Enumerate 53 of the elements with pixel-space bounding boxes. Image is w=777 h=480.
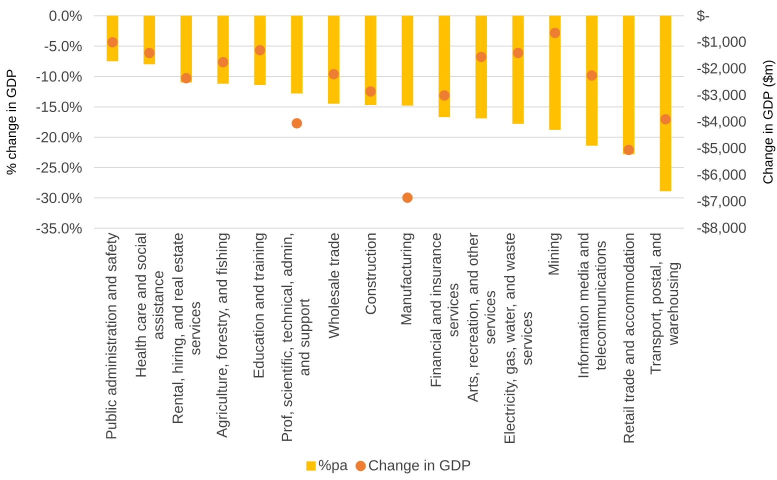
point bbox=[439, 90, 450, 101]
point bbox=[550, 28, 560, 38]
y-tick-label: 0.0% bbox=[49, 10, 82, 21]
legend-label: %pa bbox=[318, 460, 348, 474]
y2-tick-label: -$5,000 bbox=[697, 142, 746, 155]
x-tick-label: Public administration and safety bbox=[106, 232, 120, 438]
x-tick-label: Rental, hiring, and real estate services bbox=[172, 233, 200, 423]
y2-tick-label: $- bbox=[696, 10, 710, 22]
x-tick-label: Health care and social assistance bbox=[135, 234, 164, 376]
y-axis-title: % change in GDP bbox=[6, 70, 19, 175]
y-tick-label: -25.0% bbox=[36, 162, 82, 173]
y2-tick-label: -$6,000 bbox=[697, 168, 746, 182]
y2-tick-label: -$1,000 bbox=[697, 36, 746, 49]
y-tick-label: -20.0% bbox=[36, 132, 82, 142]
x-tick-label: Financial and insurance services bbox=[430, 233, 458, 386]
y-tick-label: -5.0% bbox=[44, 40, 82, 52]
point bbox=[512, 48, 524, 58]
x-tick-label: Retail trade and accommodation bbox=[623, 234, 634, 443]
x-tick-label: Prof, scientific, technical, admin, and support bbox=[281, 234, 312, 441]
point bbox=[144, 48, 155, 58]
point bbox=[365, 86, 376, 97]
y2-tick-label: -$3,000 bbox=[697, 89, 746, 102]
point bbox=[476, 52, 486, 62]
point bbox=[254, 45, 266, 56]
legend-label: Change in GDP bbox=[369, 460, 470, 474]
point bbox=[292, 118, 302, 129]
point bbox=[107, 37, 118, 48]
y-tick-label: -30.0% bbox=[36, 192, 82, 204]
x-tick-label: Electricity, gas, water, and waste services bbox=[504, 233, 532, 444]
point bbox=[402, 192, 413, 203]
x-tick-label: Wholesale trade bbox=[328, 233, 340, 338]
y-tick-label: -35.0% bbox=[36, 223, 82, 234]
y2-tick-label: -$8,000 bbox=[697, 222, 746, 235]
y-tick-label: -10.0% bbox=[36, 71, 82, 82]
point bbox=[586, 70, 598, 81]
point bbox=[180, 72, 192, 84]
y2-tick-label: -$7,000 bbox=[697, 195, 746, 208]
x-tick-label: Mining bbox=[548, 234, 562, 275]
point bbox=[218, 57, 228, 68]
x-tick-label: Arts, recreation, and other services bbox=[467, 232, 496, 402]
y-tick-label: -15.0% bbox=[36, 102, 82, 112]
y2-axis-title: Change in GDP ($m) bbox=[762, 60, 776, 184]
x-tick-label: Agriculture, forestry, and fishing bbox=[216, 234, 230, 438]
x-tick-label: Information media and telecommunications bbox=[578, 234, 606, 378]
x-tick-label: Transport, postal, and warehousing bbox=[650, 234, 682, 374]
x-tick-label: Education and training bbox=[253, 234, 267, 378]
x-tick-label: Manufacturing bbox=[400, 234, 414, 324]
point bbox=[660, 114, 671, 125]
y2-tick-label: -$4,000 bbox=[697, 116, 746, 128]
point bbox=[623, 144, 634, 156]
x-tick-label: Construction bbox=[365, 234, 376, 314]
point bbox=[328, 68, 339, 80]
y2-tick-label: -$2,000 bbox=[697, 62, 746, 76]
